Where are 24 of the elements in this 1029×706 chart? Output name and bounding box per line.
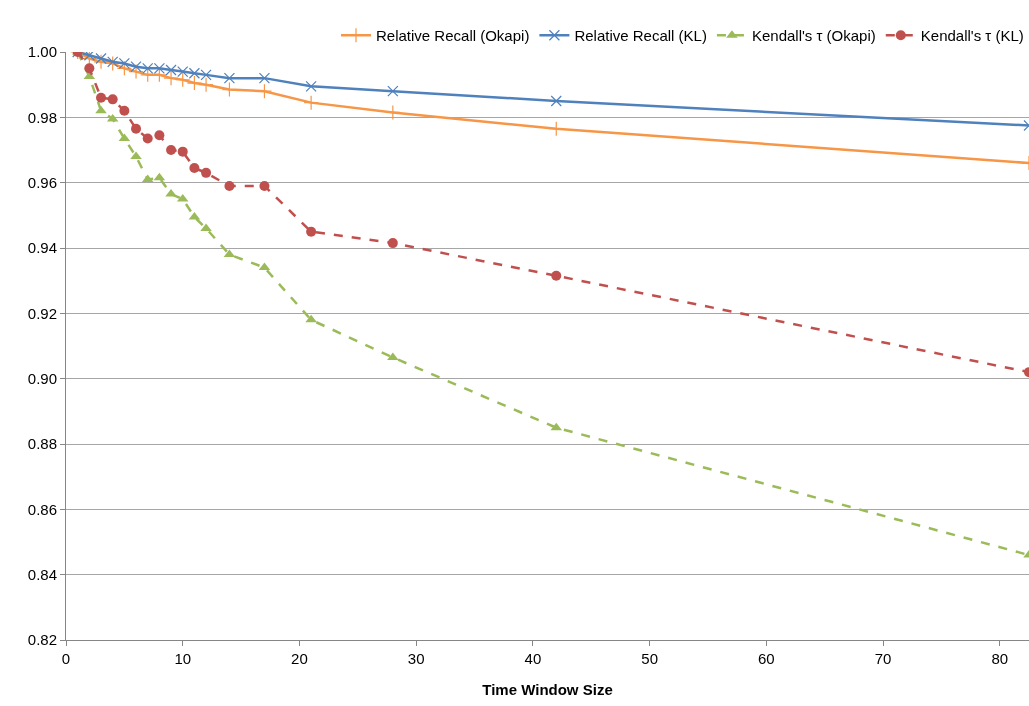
y-tick-label: 0.94: [27, 239, 57, 257]
y-tick-label: 0.92: [27, 304, 57, 322]
legend-label: Kendall's τ (Okapi): [751, 27, 876, 45]
x-tick-label: 20: [291, 650, 308, 667]
y-tick-label: 0.84: [27, 565, 57, 583]
y-tick-label: 0.90: [27, 369, 57, 387]
x-tick-label: 70: [874, 650, 892, 667]
x-tick-label: 50: [641, 650, 658, 667]
x-tick-label: 30: [407, 650, 425, 667]
legend-label: Kendall's τ (KL): [920, 27, 1024, 45]
y-tick-label: 0.98: [27, 108, 57, 126]
x-tick-label: 60: [758, 650, 775, 667]
y-tick-label: 0.86: [27, 500, 57, 518]
x-tick-label: 0: [61, 650, 71, 667]
y-tick-label: 0.88: [27, 435, 57, 453]
legend-label: Relative Recall (Okapi): [376, 27, 530, 45]
x-tick-label: 10: [174, 650, 192, 667]
x-tick-label: 80: [991, 650, 1009, 667]
legend-label: Relative Recall (KL): [574, 27, 707, 45]
y-tick-label: 0.82: [27, 631, 57, 649]
y-tick-label: 0.96: [27, 173, 57, 191]
x-tick-label: 40: [524, 650, 542, 667]
x-axis-title: Time Window Size: [482, 681, 613, 698]
y-tick-label: 1.00: [27, 43, 57, 61]
